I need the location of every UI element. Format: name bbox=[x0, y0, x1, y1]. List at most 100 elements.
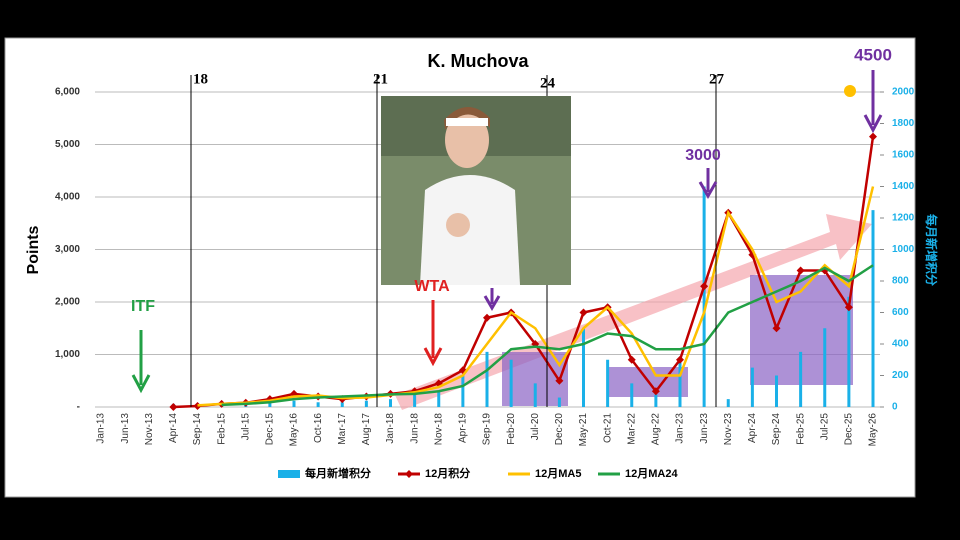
annotation-arrow bbox=[423, 300, 443, 367]
marker bbox=[555, 376, 564, 385]
marker bbox=[627, 355, 636, 364]
y2-tick-label: 1400 bbox=[892, 181, 915, 192]
y2-tick-label: 0 bbox=[892, 402, 898, 413]
x-tick-label: Feb-15 bbox=[216, 413, 227, 445]
x-tick-label: Jun-13 bbox=[120, 413, 131, 444]
legend-label: 每月新增积分 bbox=[305, 466, 371, 480]
annotation: 3000 bbox=[685, 147, 721, 164]
x-tick-label: Mar-22 bbox=[626, 413, 637, 445]
x-tick-label: Sep-19 bbox=[482, 413, 493, 446]
y-tick-label: 1,000 bbox=[55, 349, 80, 360]
x-tick-label: Nov-23 bbox=[723, 413, 734, 446]
marker bbox=[483, 313, 491, 322]
legend-marker bbox=[405, 470, 413, 478]
chart-title: K. Muchova bbox=[427, 51, 529, 71]
bar bbox=[389, 399, 392, 407]
legend: 每月新增积分 12月积分 12月MA5 12月MA24 bbox=[278, 466, 678, 480]
x-tick-label: Aug-22 bbox=[651, 413, 662, 446]
x-tick-label: Feb-25 bbox=[795, 413, 806, 445]
y2-tick-label: 800 bbox=[892, 276, 909, 287]
age-label: 24 bbox=[540, 75, 556, 91]
annotation-arrow bbox=[131, 330, 151, 394]
bar bbox=[871, 210, 875, 407]
marker bbox=[651, 387, 660, 396]
x-tick-label: Dec-20 bbox=[554, 413, 565, 446]
bar bbox=[268, 402, 272, 407]
marker bbox=[869, 132, 877, 141]
y2-tick-label: 200 bbox=[892, 370, 909, 381]
bar bbox=[461, 375, 465, 407]
y2-tick-label: 1800 bbox=[892, 118, 915, 129]
x-tick-label: Nov-18 bbox=[433, 413, 444, 446]
marker bbox=[796, 266, 805, 275]
y-tick-label: - bbox=[77, 402, 80, 413]
x-tick-label: May-26 bbox=[868, 413, 879, 447]
annotation-arrow bbox=[698, 168, 718, 200]
marker bbox=[844, 303, 853, 312]
x-tick-label: Jan-18 bbox=[385, 413, 396, 444]
x-tick-label: Oct-21 bbox=[602, 413, 613, 443]
y2-axis-label: 每月新增积分 bbox=[924, 214, 939, 286]
x-tick-label: Dec-25 bbox=[844, 413, 855, 446]
age-label: 18 bbox=[193, 71, 208, 87]
x-tick-label: Aug-17 bbox=[361, 413, 372, 446]
bar bbox=[533, 383, 537, 407]
bar bbox=[582, 328, 585, 407]
x-tick-label: May-21 bbox=[578, 413, 589, 447]
y-tick-label: 5,000 bbox=[55, 139, 80, 150]
y2-tick-label: 1600 bbox=[892, 150, 915, 161]
annotation-arrow bbox=[863, 70, 883, 134]
age-label: 27 bbox=[709, 71, 725, 87]
bar bbox=[678, 359, 682, 407]
annotation: 4500 bbox=[854, 45, 892, 64]
bar bbox=[437, 391, 441, 407]
bar bbox=[292, 400, 296, 407]
x-tick-label: Oct-16 bbox=[313, 413, 324, 443]
x-tick-label: Apr-14 bbox=[168, 413, 179, 443]
x-tick-label: Mar-17 bbox=[337, 413, 348, 445]
bar bbox=[413, 394, 417, 407]
x-tick-label: Jul-15 bbox=[240, 413, 251, 441]
x-tick-label: Nov-13 bbox=[144, 413, 155, 446]
x-tick-label: Jan-13 bbox=[96, 413, 107, 444]
legend-label: 12月积分 bbox=[425, 466, 470, 480]
bar bbox=[606, 359, 610, 407]
x-tick-label: Apr-24 bbox=[747, 413, 758, 443]
annotation: WTA bbox=[414, 278, 450, 295]
bar bbox=[364, 400, 368, 407]
x-tick-label: Apr-19 bbox=[458, 413, 469, 443]
y-tick-label: 2,000 bbox=[55, 297, 80, 308]
y-tick-label: 4,000 bbox=[55, 192, 80, 203]
x-tick-label: Sep-14 bbox=[192, 413, 203, 446]
x-tick-label: Jun-23 bbox=[699, 413, 710, 444]
marker bbox=[579, 308, 588, 317]
y2-tick-label: 600 bbox=[892, 307, 909, 318]
x-tick-label: Jun-18 bbox=[409, 413, 420, 444]
bar bbox=[823, 328, 827, 407]
annotation: ITF bbox=[131, 298, 155, 315]
bar bbox=[799, 351, 803, 407]
marker bbox=[676, 355, 684, 364]
bar bbox=[775, 375, 778, 407]
x-tick-label: Jul-25 bbox=[819, 413, 830, 441]
marker bbox=[700, 282, 709, 291]
y2-tick-label: 400 bbox=[892, 339, 909, 350]
x-tick-label: Sep-24 bbox=[771, 413, 782, 446]
bar bbox=[485, 351, 489, 407]
bar bbox=[847, 296, 851, 407]
y2-tick-label: 2000 bbox=[892, 87, 915, 98]
y2-tick-label: 1000 bbox=[892, 244, 915, 255]
marker bbox=[169, 403, 178, 411]
annotation-arrow bbox=[483, 288, 501, 311]
y2-tick-label: 1200 bbox=[892, 213, 915, 224]
marker bbox=[772, 324, 781, 333]
bar bbox=[316, 402, 320, 407]
bar bbox=[557, 397, 561, 407]
bar bbox=[702, 186, 706, 407]
line bbox=[173, 136, 875, 409]
bar bbox=[340, 402, 344, 407]
y-tick-label: 3,000 bbox=[55, 244, 80, 255]
legend-label: 12月MA5 bbox=[535, 467, 581, 480]
x-tick-label: Jul-20 bbox=[530, 413, 541, 441]
